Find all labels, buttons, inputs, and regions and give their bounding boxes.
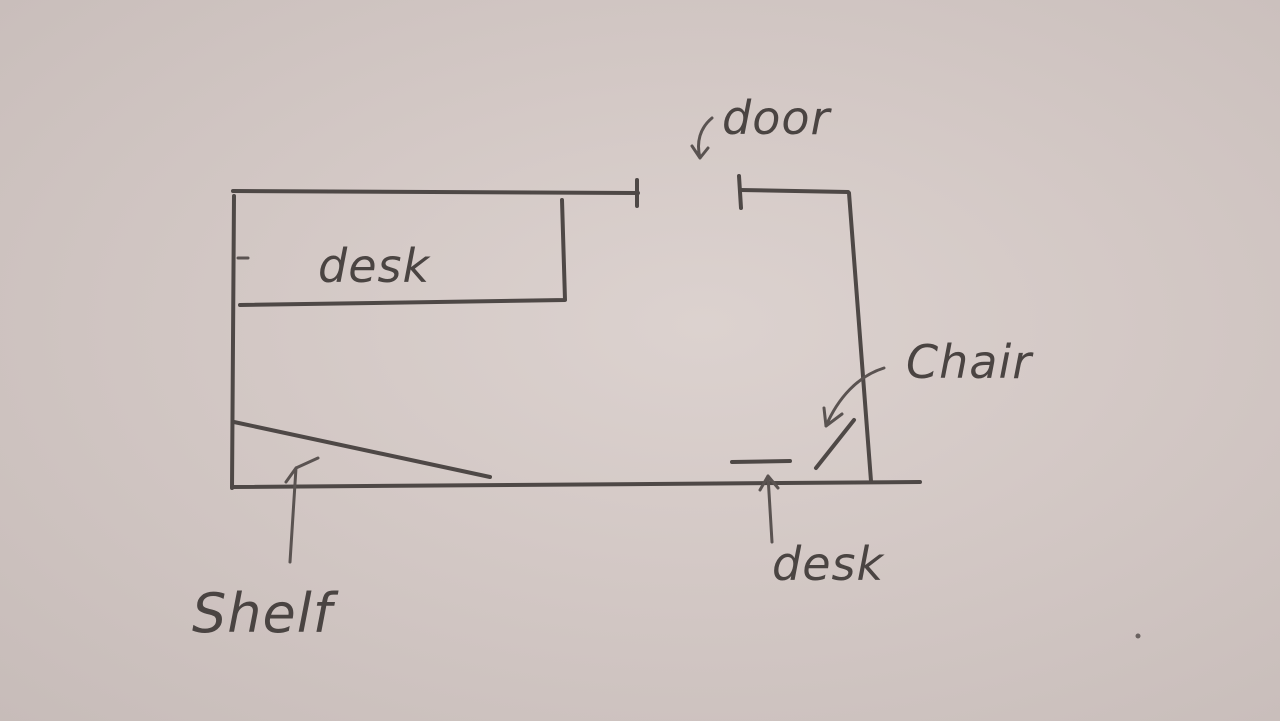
chair-furniture: Chair — [814, 335, 1034, 470]
desk-top-furniture: desk — [236, 198, 567, 307]
right-wall — [847, 191, 873, 483]
top-wall-right — [738, 188, 850, 194]
door-annotation: door — [690, 91, 832, 160]
desk-bottom-mark — [730, 459, 792, 464]
door-label: door — [722, 91, 832, 145]
desk-bottom-furniture: desk — [730, 459, 885, 591]
shelf-outline — [232, 420, 492, 479]
desk-top-outline — [238, 198, 567, 307]
desk-top-label: desk — [318, 239, 431, 293]
chair-label: Chair — [906, 335, 1034, 389]
desk-bottom-label: desk — [772, 537, 885, 591]
room-walls — [230, 174, 922, 490]
bottom-wall — [230, 480, 922, 489]
desk-bottom-arrow-icon — [758, 474, 780, 544]
top-wall-left — [231, 189, 640, 195]
door-arrow-icon — [690, 116, 714, 160]
shelf-arrow-icon — [284, 456, 320, 564]
paper-speck — [1135, 633, 1141, 639]
chair-arrow-icon — [822, 366, 886, 428]
shelf-label: Shelf — [192, 582, 339, 645]
left-wall — [230, 194, 236, 490]
chair-mark — [814, 418, 856, 470]
shelf-furniture: Shelf — [192, 420, 492, 645]
